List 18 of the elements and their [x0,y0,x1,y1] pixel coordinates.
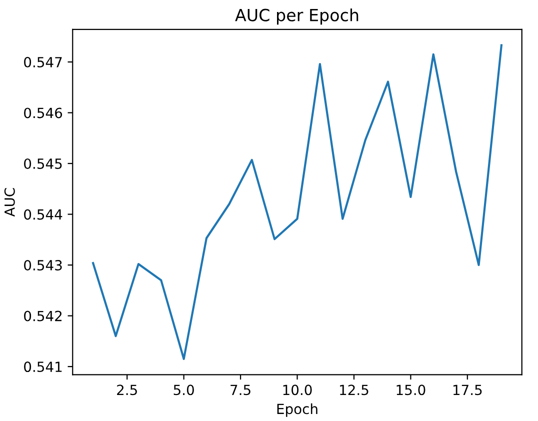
y-tick-label: 0.546 [24,108,62,118]
y-axis-title: AUC [4,188,15,217]
chart-title: AUC per Epoch [235,8,358,25]
y-tick-label: 0.544 [24,209,62,220]
y-tick-label: 0.541 [24,362,62,372]
y-tick-label: 0.547 [24,56,62,68]
line-series [92,44,502,360]
x-tick-label: 15.0 [396,384,426,396]
x-tick-label: 17.5 [453,384,482,396]
x-tick-label: 5.0 [174,384,194,396]
x-tick-label: 12.5 [340,384,368,396]
x-axis-title: Epoch [277,403,318,417]
x-tick-label: 2.5 [117,384,137,396]
x-tick-label: 7.5 [230,384,250,396]
y-tick-label: 0.542 [24,310,62,322]
y-tick-label: 0.543 [24,260,62,271]
x-tick-label: 10.0 [283,384,312,396]
y-tick-label: 0.545 [24,158,62,169]
